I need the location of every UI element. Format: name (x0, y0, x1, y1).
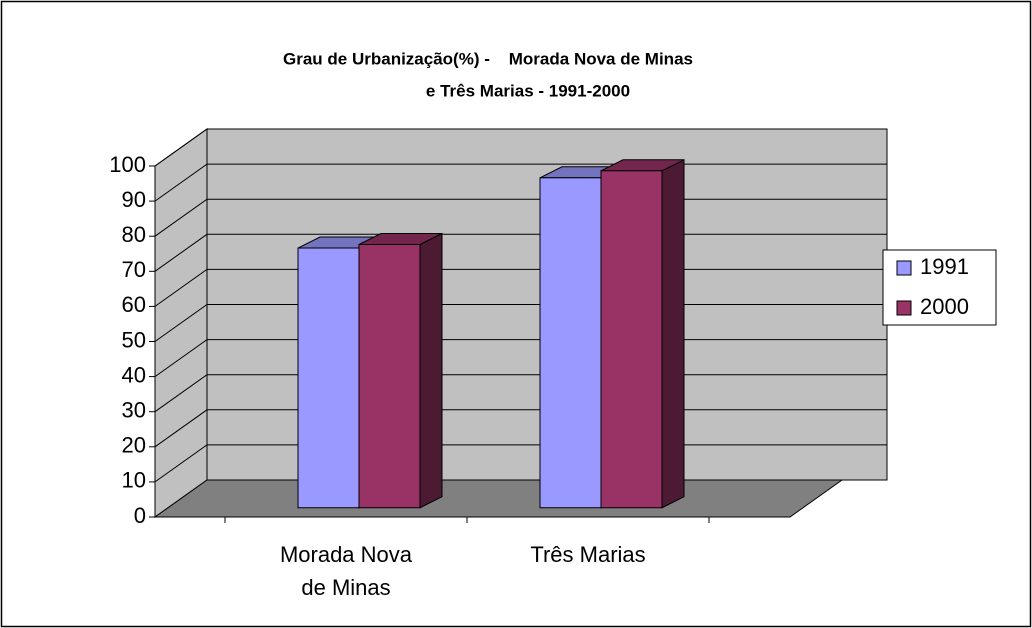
legend-swatch (896, 260, 912, 276)
bar-front (297, 247, 360, 509)
legend-label: 1991 (920, 254, 969, 279)
bar-side (661, 158, 685, 509)
bar (600, 158, 685, 509)
y-tick-label: 70 (122, 257, 146, 282)
y-tick-label: 0 (134, 503, 146, 528)
y-tick-label: 30 (122, 398, 146, 423)
y-tick-label: 80 (122, 222, 146, 247)
x-tick-label: Três Marias (530, 542, 645, 567)
bar-front (358, 244, 421, 509)
y-tick-label: 20 (122, 433, 146, 458)
floor (153, 479, 844, 518)
y-tick-label: 90 (122, 187, 146, 212)
chart-title: Grau de Urbanização(%) - Morada Nova de … (283, 49, 693, 68)
chart-title: e Três Marias - 1991-2000 (426, 81, 630, 100)
legend-label: 2000 (920, 294, 969, 319)
y-tick-label: 100 (109, 152, 146, 177)
grid-line (154, 128, 887, 167)
y-tick-label: 50 (122, 327, 146, 352)
bar-side (419, 232, 443, 509)
x-tick-label: Morada Nova (280, 542, 413, 567)
bar-front (600, 170, 663, 509)
bar (358, 232, 443, 509)
bar-front (539, 177, 602, 509)
x-tick-label: de Minas (301, 575, 390, 600)
legend-swatch (896, 300, 912, 316)
y-tick-label: 40 (122, 362, 146, 387)
y-tick-label: 10 (122, 468, 146, 493)
y-tick-label: 60 (122, 292, 146, 317)
